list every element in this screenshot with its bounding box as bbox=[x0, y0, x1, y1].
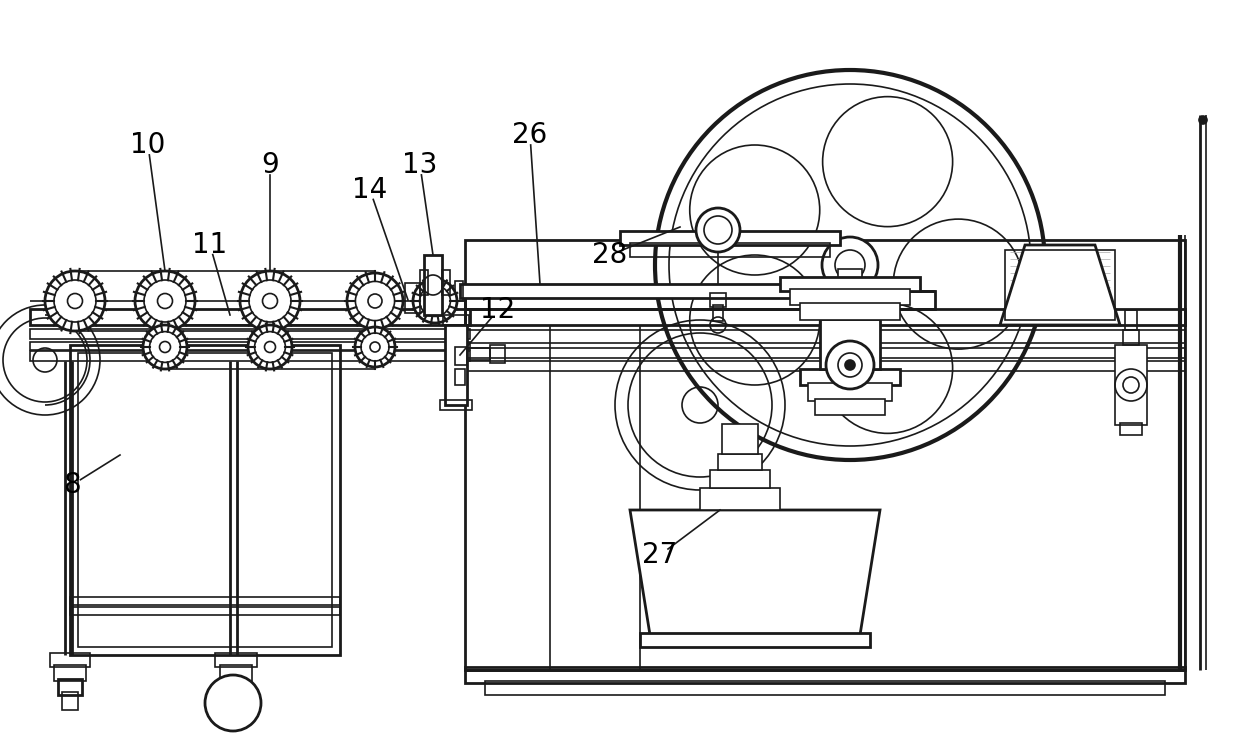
Text: 27: 27 bbox=[642, 541, 677, 569]
Bar bbox=[808, 383, 892, 401]
Bar bbox=[55, 665, 86, 681]
Bar bbox=[485, 681, 1166, 695]
Circle shape bbox=[248, 325, 291, 369]
Bar bbox=[711, 470, 770, 488]
Bar bbox=[800, 303, 900, 320]
Bar bbox=[780, 277, 920, 291]
Circle shape bbox=[143, 325, 187, 369]
Circle shape bbox=[826, 341, 874, 389]
Bar bbox=[69, 597, 340, 605]
Circle shape bbox=[135, 271, 195, 331]
Text: 8: 8 bbox=[63, 471, 81, 499]
Text: 12: 12 bbox=[480, 296, 516, 324]
Circle shape bbox=[413, 279, 458, 323]
Bar bbox=[820, 319, 880, 369]
Circle shape bbox=[696, 208, 740, 252]
Bar bbox=[465, 240, 1185, 670]
Bar bbox=[790, 289, 910, 305]
Bar bbox=[50, 653, 91, 667]
Bar bbox=[835, 281, 866, 297]
Bar bbox=[1125, 310, 1137, 330]
Bar bbox=[815, 399, 885, 415]
Polygon shape bbox=[630, 510, 880, 635]
Text: 13: 13 bbox=[402, 151, 438, 179]
Bar bbox=[78, 353, 332, 647]
Bar bbox=[69, 345, 340, 655]
Text: 11: 11 bbox=[192, 231, 228, 259]
Circle shape bbox=[241, 271, 300, 331]
Bar bbox=[465, 348, 490, 360]
Bar bbox=[62, 692, 78, 710]
Bar bbox=[711, 293, 725, 307]
Text: 10: 10 bbox=[130, 131, 166, 159]
Bar bbox=[701, 488, 780, 510]
Bar bbox=[455, 347, 467, 365]
Bar bbox=[465, 667, 1185, 683]
Bar bbox=[800, 369, 900, 385]
Bar bbox=[215, 653, 257, 667]
Bar bbox=[1123, 330, 1140, 345]
Bar bbox=[441, 270, 450, 295]
Bar bbox=[713, 305, 723, 321]
Bar bbox=[30, 309, 470, 325]
Bar bbox=[30, 329, 470, 339]
Circle shape bbox=[347, 273, 403, 329]
Bar bbox=[465, 309, 1185, 325]
Bar bbox=[58, 679, 82, 695]
Bar bbox=[30, 351, 470, 361]
Text: 28: 28 bbox=[593, 241, 627, 269]
Bar bbox=[718, 454, 763, 470]
Text: 14: 14 bbox=[352, 176, 388, 204]
Bar bbox=[465, 330, 1185, 343]
Bar bbox=[69, 607, 340, 615]
Bar bbox=[455, 281, 463, 301]
Bar bbox=[620, 231, 839, 245]
Bar bbox=[1120, 423, 1142, 435]
Polygon shape bbox=[999, 245, 1120, 325]
Circle shape bbox=[45, 271, 105, 331]
Bar bbox=[460, 284, 839, 298]
Circle shape bbox=[844, 360, 856, 370]
Bar bbox=[445, 325, 467, 405]
Bar bbox=[465, 348, 1185, 358]
Circle shape bbox=[205, 675, 260, 731]
Text: 26: 26 bbox=[512, 121, 548, 149]
Bar bbox=[424, 255, 441, 315]
Bar bbox=[838, 269, 862, 281]
Bar bbox=[830, 297, 870, 319]
Bar bbox=[455, 369, 465, 385]
Bar bbox=[465, 361, 1185, 371]
Circle shape bbox=[655, 70, 1045, 460]
Bar bbox=[1004, 250, 1115, 320]
Bar bbox=[838, 281, 848, 301]
Bar bbox=[640, 633, 870, 647]
Bar bbox=[405, 283, 420, 313]
Bar bbox=[465, 291, 935, 309]
Circle shape bbox=[822, 237, 878, 293]
Circle shape bbox=[1199, 116, 1207, 124]
Bar bbox=[630, 243, 830, 257]
Bar bbox=[490, 345, 505, 363]
Bar bbox=[30, 342, 470, 350]
Bar bbox=[1115, 345, 1147, 425]
Bar bbox=[443, 315, 469, 325]
Circle shape bbox=[355, 327, 396, 367]
Bar bbox=[219, 665, 252, 681]
Bar bbox=[420, 270, 428, 295]
Bar bbox=[722, 424, 758, 454]
Text: 9: 9 bbox=[262, 151, 279, 179]
Bar bbox=[440, 400, 472, 410]
